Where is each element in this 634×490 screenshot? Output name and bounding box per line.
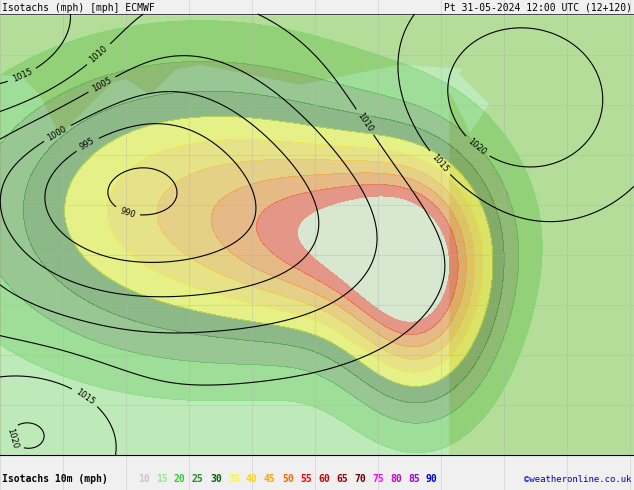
Text: 70: 70 — [354, 474, 366, 484]
Text: 1010: 1010 — [356, 111, 375, 133]
Text: 75: 75 — [372, 474, 384, 484]
Text: 90: 90 — [426, 474, 437, 484]
Text: 40: 40 — [246, 474, 258, 484]
Text: 995: 995 — [79, 137, 96, 152]
Text: 15: 15 — [156, 474, 168, 484]
Text: Isotachs 10m (mph): Isotachs 10m (mph) — [2, 474, 108, 484]
Text: 1015: 1015 — [74, 387, 96, 406]
Text: 60: 60 — [318, 474, 330, 484]
Bar — [0, 455, 634, 490]
Text: 1010: 1010 — [88, 44, 110, 65]
Polygon shape — [0, 14, 634, 84]
Text: 1000: 1000 — [46, 124, 68, 143]
Text: 1015: 1015 — [429, 152, 450, 174]
Text: 50: 50 — [282, 474, 294, 484]
Text: Isotachs (mph) [mph] ECMWF: Isotachs (mph) [mph] ECMWF — [2, 3, 155, 13]
Text: 35: 35 — [228, 474, 240, 484]
Text: Pt 31-05-2024 12:00 UTC (12+120): Pt 31-05-2024 12:00 UTC (12+120) — [444, 3, 632, 13]
Text: ©weatheronline.co.uk: ©weatheronline.co.uk — [524, 474, 632, 484]
Text: 65: 65 — [336, 474, 348, 484]
Text: 20: 20 — [174, 474, 186, 484]
Bar — [0, 0, 634, 14]
Text: 10: 10 — [138, 474, 150, 484]
Text: 1015: 1015 — [11, 67, 34, 84]
Text: 1005: 1005 — [91, 75, 113, 94]
Text: 1020: 1020 — [5, 427, 20, 450]
Text: 30: 30 — [210, 474, 222, 484]
Text: 80: 80 — [390, 474, 402, 484]
Text: 55: 55 — [300, 474, 312, 484]
Text: 85: 85 — [408, 474, 420, 484]
Polygon shape — [0, 14, 200, 455]
Text: 1020: 1020 — [466, 137, 488, 157]
Text: 25: 25 — [192, 474, 204, 484]
Text: 45: 45 — [264, 474, 276, 484]
Text: 990: 990 — [119, 206, 136, 220]
Polygon shape — [450, 14, 634, 455]
